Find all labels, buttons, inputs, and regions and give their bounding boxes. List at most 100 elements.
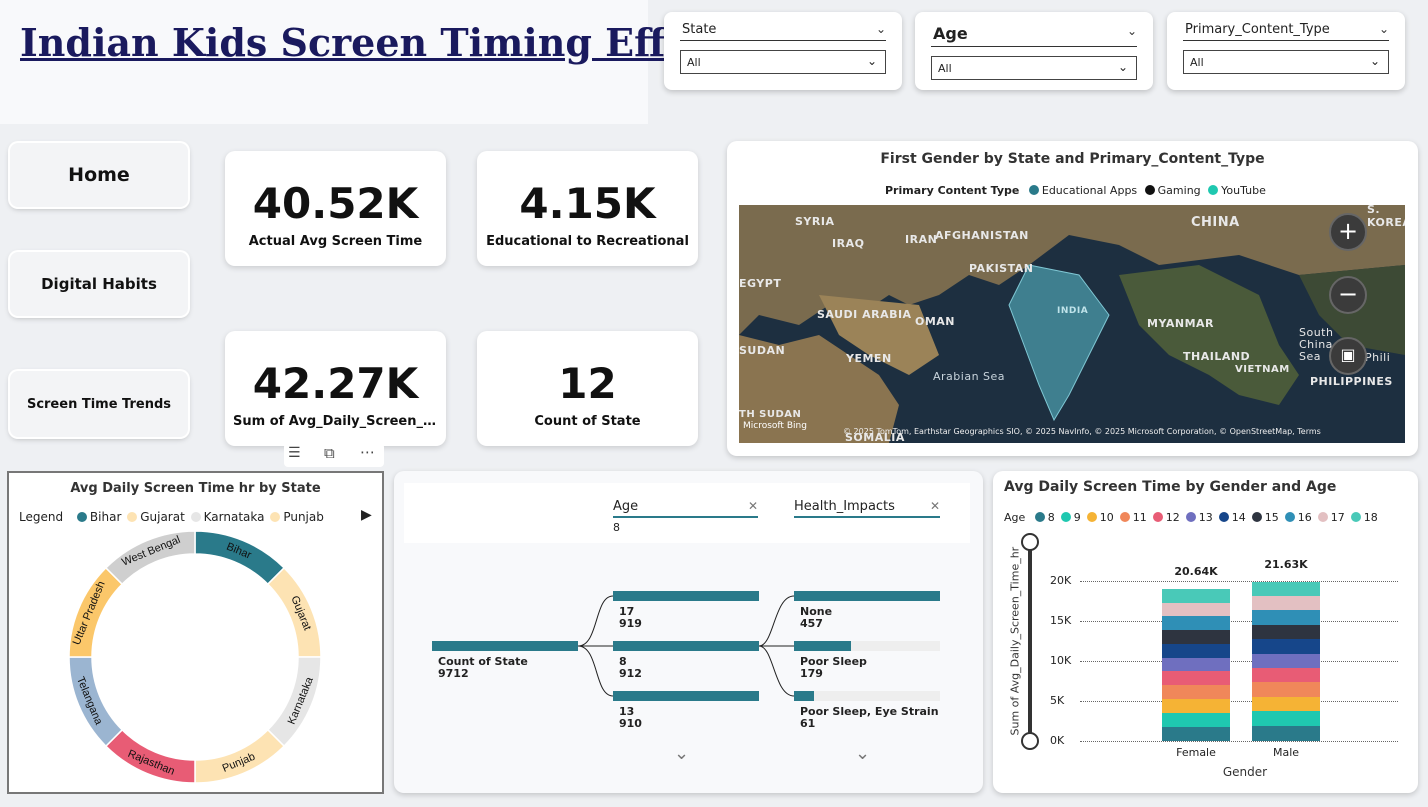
bar-segment[interactable] — [1162, 643, 1230, 658]
bar-segment[interactable] — [1252, 596, 1320, 611]
bar-segment[interactable] — [1252, 667, 1320, 683]
bar-legend: Age 8 9 10 11 12 13 14 15 16 17 18 — [1004, 511, 1378, 524]
content-type-slicer[interactable]: Primary_Content_Type ⌄ All ⌄ — [1167, 12, 1405, 90]
digital-habits-button[interactable]: Digital Habits — [10, 252, 188, 316]
bar-segment[interactable] — [1162, 657, 1230, 672]
map-legend-title: Primary Content Type — [885, 184, 1020, 197]
state-slicer[interactable]: State ⌄ All ⌄ — [664, 12, 902, 90]
map-label: VIETNAM — [1235, 364, 1290, 375]
map-label: YEMEN — [846, 352, 892, 365]
filter-icon[interactable]: ☰ — [288, 445, 301, 461]
legend-swatch — [1317, 512, 1328, 522]
screen-time-trends-label: Screen Time Trends — [26, 396, 172, 412]
range-slider-handle-top[interactable] — [1021, 533, 1039, 551]
donut-chart[interactable]: BiharGujaratKarnatakaPunjabRajasthanTela… — [9, 529, 382, 791]
home-button[interactable]: Home — [10, 143, 188, 207]
bar-segment[interactable] — [1252, 639, 1320, 654]
legend-item: 11 — [1119, 511, 1147, 524]
tree-col-health: Health_Impacts ✕ — [794, 499, 940, 518]
tree-node-bar[interactable] — [794, 691, 814, 701]
chevron-down-icon[interactable]: ⌄ — [875, 22, 886, 36]
map-label: THAILAND — [1183, 350, 1251, 363]
donut-slice[interactable] — [104, 530, 196, 586]
state-dropdown[interactable]: All ⌄ — [680, 50, 886, 74]
chevron-down-icon[interactable]: ⌄ — [1378, 22, 1389, 36]
map-label: PAKISTAN — [969, 262, 1034, 275]
select-region-button[interactable]: ▣ — [1329, 337, 1367, 375]
bar-segment[interactable] — [1162, 726, 1230, 741]
bar-segment[interactable] — [1252, 610, 1320, 625]
map-attribution[interactable]: © 2025 TomTom, Earthstar Geographics SIO… — [843, 427, 1321, 436]
tree-node-bar[interactable] — [794, 641, 851, 651]
tree-node-bar[interactable] — [613, 641, 759, 651]
bar-segment[interactable] — [1252, 582, 1320, 597]
legend-swatch — [1034, 512, 1045, 522]
legend-label: 12 — [1165, 511, 1180, 524]
legend-item: 18 — [1350, 511, 1378, 524]
age-slicer[interactable]: Age ⌄ All ⌄ — [915, 12, 1153, 90]
divider — [1183, 40, 1389, 41]
chevron-down-icon[interactable]: ⌄ — [1126, 24, 1137, 38]
range-slider-handle-bottom[interactable] — [1021, 732, 1039, 750]
bar-segment[interactable] — [1162, 589, 1230, 603]
map-canvas[interactable]: SYRIA IRAQ IRAN AFGHANISTAN PAKISTAN CHI… — [739, 205, 1405, 443]
bar-total-label: 20.64K — [1162, 565, 1230, 579]
slicer-label: Age — [933, 24, 968, 43]
bar-segment[interactable] — [1252, 696, 1320, 712]
y-tick-label: 5K — [1050, 694, 1065, 707]
donut-title: Avg Daily Screen Time hr by State — [70, 481, 321, 496]
tree-bar-track — [794, 641, 940, 651]
gridline — [1080, 621, 1398, 622]
bing-logo: Microsoft Bing — [743, 421, 807, 431]
legend-label: 8 — [1047, 511, 1055, 524]
legend-item: Bihar — [76, 510, 121, 524]
zoom-out-button[interactable]: − — [1329, 276, 1367, 314]
legend-label: 11 — [1132, 511, 1147, 524]
bar-segment[interactable] — [1162, 616, 1230, 631]
bar-segment[interactable] — [1162, 630, 1230, 644]
zoom-in-button[interactable]: + — [1329, 213, 1367, 251]
page-title: Indian Kids Screen Timing Effect — [20, 20, 731, 65]
legend-item: 13 — [1185, 511, 1213, 524]
bar-segment[interactable] — [1162, 699, 1230, 713]
bar-segment[interactable] — [1162, 685, 1230, 700]
dropdown-value: All — [1190, 56, 1204, 69]
legend-title: Legend — [19, 510, 64, 524]
legend-item: 10 — [1086, 511, 1114, 524]
bar-segment[interactable] — [1252, 682, 1320, 697]
chevron-down-icon: ⌄ — [1369, 54, 1380, 68]
tree-node-bar[interactable] — [613, 591, 759, 601]
focus-mode-icon[interactable]: ⧉ — [324, 444, 335, 462]
chevron-down-icon[interactable]: ⌄ — [674, 743, 690, 764]
map-label: S. KOREA — [1367, 205, 1405, 229]
close-icon[interactable]: ✕ — [929, 499, 940, 513]
tree-node-bar[interactable] — [794, 591, 940, 601]
map-background — [739, 205, 1405, 443]
age-dropdown[interactable]: All ⌄ — [931, 56, 1137, 80]
screen-time-trends-button[interactable]: Screen Time Trends — [10, 371, 188, 437]
legend-item: 8 — [1034, 511, 1055, 524]
more-options-icon[interactable]: ⋯ — [360, 443, 375, 461]
bar-segment[interactable] — [1162, 671, 1230, 685]
close-icon[interactable]: ✕ — [747, 499, 758, 513]
visual-header: ☰ ⧉ ⋯ — [284, 443, 384, 467]
content-type-dropdown[interactable]: All ⌄ — [1183, 50, 1389, 74]
legend-item: 15 — [1251, 511, 1279, 524]
bar-segment[interactable] — [1252, 711, 1320, 726]
map-label: CHINA — [1191, 215, 1240, 230]
map-label: AFGHANISTAN — [935, 229, 1029, 242]
range-slider-track[interactable] — [1028, 541, 1032, 741]
legend-next-icon[interactable]: ▶ — [361, 507, 372, 523]
chevron-down-icon[interactable]: ⌄ — [855, 743, 871, 764]
bar-segment[interactable] — [1162, 602, 1230, 617]
tree-col-title: Age — [613, 499, 639, 514]
bar-segment[interactable] — [1252, 653, 1320, 668]
bar-segment[interactable] — [1252, 624, 1320, 640]
tree-node-bar[interactable] — [613, 691, 759, 701]
legend-swatch — [1185, 512, 1196, 522]
bar-chart-title: Avg Daily Screen Time by Gender and Age — [1004, 479, 1337, 495]
bar-segment[interactable] — [1162, 712, 1230, 727]
tree-root-bar[interactable] — [432, 641, 578, 651]
bar-segment[interactable] — [1252, 725, 1320, 741]
legend-item: YouTube — [1208, 184, 1266, 197]
